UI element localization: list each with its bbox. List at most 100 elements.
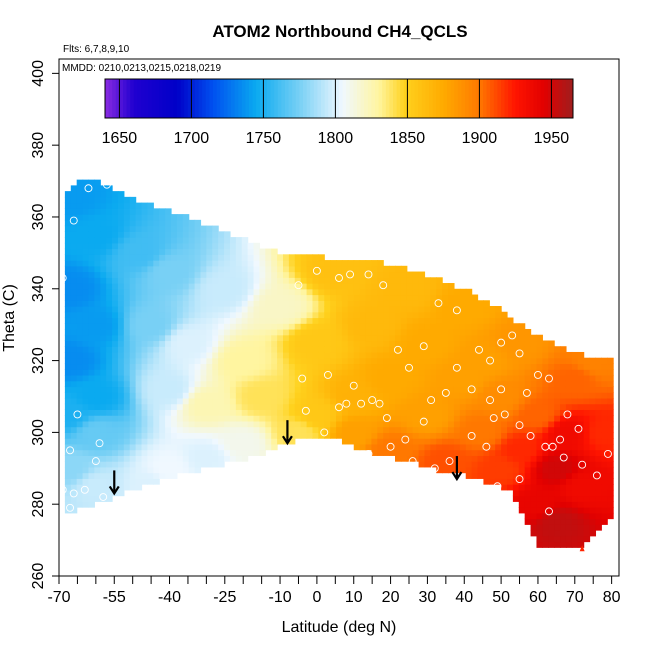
heatmap-cell <box>283 415 290 422</box>
heatmap-cell <box>436 403 443 411</box>
heatmap-cell <box>70 242 78 250</box>
heatmap-cell <box>583 512 591 520</box>
heatmap-cell <box>117 219 125 227</box>
heatmap-cell <box>312 392 319 399</box>
heatmap-cell <box>471 438 479 445</box>
heatmap-cell <box>112 288 119 296</box>
heatmap-cell <box>560 380 567 388</box>
heatmap-cell <box>459 432 467 439</box>
heatmap-cell <box>265 306 272 313</box>
heatmap-cell <box>253 386 261 393</box>
heatmap-cell <box>94 340 101 347</box>
heatmap-cell <box>577 380 585 388</box>
heatmap-cell <box>442 409 449 416</box>
heatmap-cell <box>88 351 95 359</box>
heatmap-cell <box>300 254 308 261</box>
heatmap-cell <box>224 443 231 451</box>
heatmap-cell <box>176 323 184 330</box>
heatmap-cell <box>106 214 113 221</box>
heatmap-cell <box>135 484 143 491</box>
heatmap-cell <box>347 340 355 347</box>
observation-point <box>497 385 506 394</box>
heatmap-cell <box>583 524 591 531</box>
heatmap-cell <box>400 265 408 273</box>
heatmap-cell <box>601 357 608 365</box>
heatmap-cell <box>253 432 261 439</box>
heatmap-cell <box>501 311 508 319</box>
heatmap-cell <box>277 415 284 422</box>
observation-point <box>386 442 395 451</box>
heatmap-cell <box>589 403 597 411</box>
heatmap-cell <box>436 306 443 313</box>
heatmap-cell <box>589 409 597 416</box>
heatmap-cell <box>383 351 390 359</box>
heatmap-cell <box>153 363 160 370</box>
heatmap-cell <box>171 466 178 474</box>
heatmap-cell <box>518 461 526 468</box>
heatmap-cell <box>271 426 278 433</box>
heatmap-cell <box>206 351 213 359</box>
heatmap-cell <box>182 432 190 439</box>
heatmap-cell <box>129 415 137 422</box>
heatmap-cell <box>288 409 296 416</box>
heatmap-cell <box>442 443 449 451</box>
heatmap-cell <box>123 219 131 227</box>
heatmap-cell <box>512 489 520 497</box>
heatmap-cell <box>395 363 402 370</box>
heatmap-cell <box>82 242 90 250</box>
heatmap-cell <box>383 426 390 433</box>
heatmap-cell <box>64 507 72 514</box>
heatmap-cell <box>507 334 514 342</box>
heatmap-cell <box>277 340 284 347</box>
heatmap-cell <box>548 535 555 543</box>
heatmap-cell <box>465 340 473 347</box>
heatmap-cell <box>212 351 219 359</box>
heatmap-cell <box>182 225 190 232</box>
heatmap-cell <box>253 438 261 445</box>
heatmap-cell <box>554 541 561 548</box>
heatmap-cell <box>571 415 579 422</box>
heatmap-cell <box>471 351 479 359</box>
heatmap-cell <box>188 403 196 411</box>
heatmap-cell <box>70 271 78 278</box>
heatmap-cell <box>324 323 331 330</box>
colorbar-cell <box>497 79 502 118</box>
heatmap-cell <box>123 328 131 336</box>
heatmap-cell <box>595 380 602 388</box>
heatmap-cell <box>565 461 573 468</box>
heatmap-cell <box>518 466 526 474</box>
heatmap-cell <box>271 294 278 301</box>
heatmap-cell <box>76 420 84 428</box>
colorbar-cell <box>468 79 473 118</box>
heatmap-cell <box>283 294 290 301</box>
heatmap-cell <box>159 432 166 439</box>
heatmap-cell <box>371 426 378 433</box>
heatmap-cell <box>123 426 131 433</box>
heatmap-cell <box>247 288 255 296</box>
heatmap-cell <box>241 369 249 376</box>
heatmap-cell <box>453 380 461 388</box>
heatmap-cell <box>577 420 585 428</box>
heatmap-cell <box>371 397 378 405</box>
heatmap-cell <box>365 311 373 319</box>
heatmap-cell <box>471 323 479 330</box>
heatmap-cell <box>418 288 426 296</box>
heatmap-cell <box>76 288 84 296</box>
heatmap-cell <box>389 317 396 324</box>
heatmap-cell <box>389 300 396 307</box>
heatmap-cell <box>536 357 543 365</box>
heatmap-cell <box>212 409 219 416</box>
heatmap-cell <box>70 392 78 399</box>
heatmap-cell <box>100 185 107 192</box>
heatmap-cell <box>235 248 243 255</box>
heatmap-cell <box>153 260 160 267</box>
heatmap-cell <box>106 489 113 497</box>
heatmap-cell <box>565 535 573 543</box>
heatmap-cell <box>100 369 107 376</box>
heatmap-cell <box>171 415 178 422</box>
heatmap-cell <box>453 311 461 319</box>
heatmap-cell <box>406 340 414 347</box>
heatmap-cell <box>459 311 467 319</box>
heatmap-cell <box>324 277 331 284</box>
heatmap-cell <box>76 455 84 462</box>
